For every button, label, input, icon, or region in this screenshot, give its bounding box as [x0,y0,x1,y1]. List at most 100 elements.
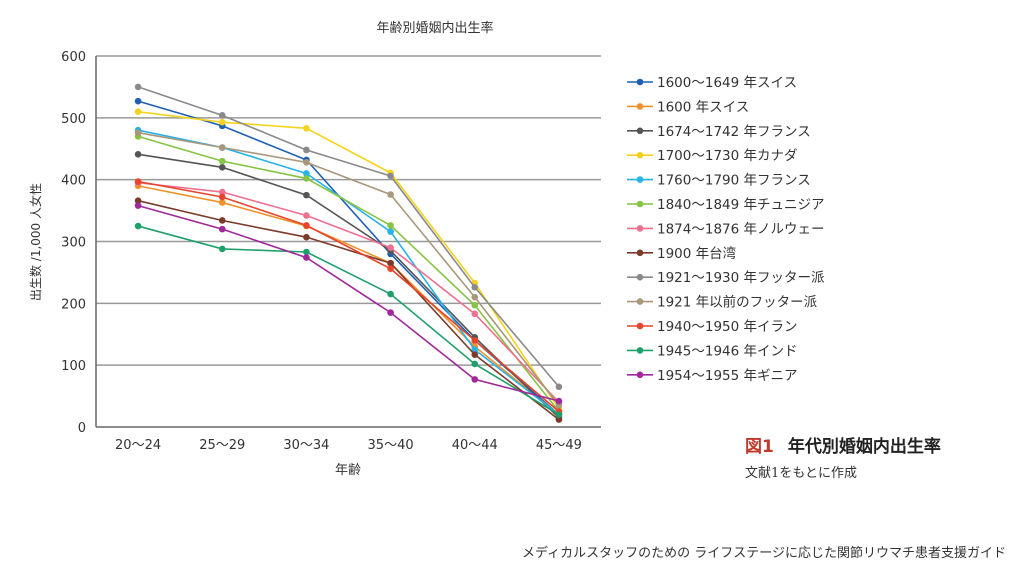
data-point [218,217,226,224]
y-tick-label: 0 [78,421,86,436]
data-point [134,108,142,115]
series-9 [134,129,563,409]
figure-source: 文献1をもとに作成 [745,466,858,481]
x-tick-label: 45～49 [536,438,582,453]
x-tick-label: 35～40 [368,438,414,453]
figure-title: 年代別婚姻内出生率 [787,437,941,457]
y-tick-label: 200 [61,297,86,312]
series-7 [134,197,563,423]
data-point [134,178,142,185]
series-line [137,100,560,416]
legend-entry: 1760～1790 年フランス [657,173,811,189]
y-axis-label: 出生数 /1,000 人女性 [28,183,43,301]
series-line [137,181,560,403]
data-point [134,97,142,105]
series-12 [134,202,563,405]
data-point [134,129,142,136]
data-point [555,416,563,423]
y-tick-label: 400 [61,174,86,189]
legend-marker [636,322,644,330]
series-10 [134,178,563,415]
legend-marker [636,176,644,183]
series-line [137,86,560,388]
legend-marker [636,200,644,208]
data-point [218,225,226,233]
data-point [471,293,479,301]
data-point [387,265,394,273]
y-tick-label: 100 [61,359,86,374]
data-point [387,309,394,316]
series-0 [134,97,563,418]
figure-label: 図1 [745,437,774,457]
y-tick-label: 500 [61,112,86,127]
data-point [387,172,394,180]
x-tick-label: 20～24 [115,438,161,453]
data-point [218,164,226,171]
data-point [134,83,142,91]
legend-marker [636,225,644,232]
series-line [137,131,560,406]
data-point [303,170,310,177]
series-6 [134,179,563,406]
series-8 [134,83,563,391]
data-point [218,245,226,253]
data-point [218,144,226,151]
data-point [471,376,479,383]
data-point [555,411,563,418]
data-point [471,301,479,309]
legend-entry: 1700～1730 年カナダ [657,148,798,164]
chart-title: 年齢別婚姻内出生率 [376,20,493,36]
legend-entry: 1900 年台湾 [657,245,736,262]
data-point [471,351,479,358]
data-point [134,197,142,204]
legend-entry: 1921 年以前のフッター派 [657,294,818,311]
data-point [303,191,310,199]
data-point [387,228,394,235]
data-point [387,191,394,198]
legend-marker [636,273,644,281]
legend-marker [636,347,644,354]
x-tick-label: 40～44 [452,438,498,453]
x-axis-label: 年齢 [335,463,361,478]
series-line [137,180,560,413]
y-tick-label: 600 [61,50,86,65]
data-point [134,222,142,230]
legend-marker [636,151,644,159]
data-point [303,175,310,182]
data-point [218,199,226,206]
data-point [387,290,394,298]
legend-marker [636,249,644,257]
data-point [387,244,394,251]
data-point [134,151,142,158]
x-tick-label: 25～29 [199,438,245,453]
legend-entry: 1600 年スイス [657,99,749,115]
data-point [218,157,226,165]
legend-entry: 1600～1649 年スイス [657,75,797,91]
x-tick-label: 30～34 [283,438,329,453]
data-point [303,212,310,219]
data-point [303,222,310,229]
data-point [387,222,394,229]
legend-entry: 1940～1950 年イラン [657,319,798,335]
data-point [303,125,310,132]
data-point [134,202,142,209]
data-point [387,259,394,267]
data-point [555,383,563,391]
figure-caption: 図1 年代別婚姻内出生率 [745,432,941,457]
data-point [471,346,479,354]
data-point [471,283,479,291]
data-point [218,118,226,126]
series-1 [134,182,563,418]
data-point [303,146,310,154]
legend-entry: 1921～1930 年フッター派 [657,270,825,286]
legend-entry: 1840～1849 年チュニジア [657,197,825,213]
series-line [137,153,560,419]
legend-marker [636,78,644,86]
series-line [137,199,560,421]
data-point [303,233,310,241]
legend-marker [636,103,644,110]
legend-marker [636,371,644,379]
footer-text: メディカルスタッフのための ライフステージに応じた関節リウマチ患者支援ガイド [522,546,1006,561]
